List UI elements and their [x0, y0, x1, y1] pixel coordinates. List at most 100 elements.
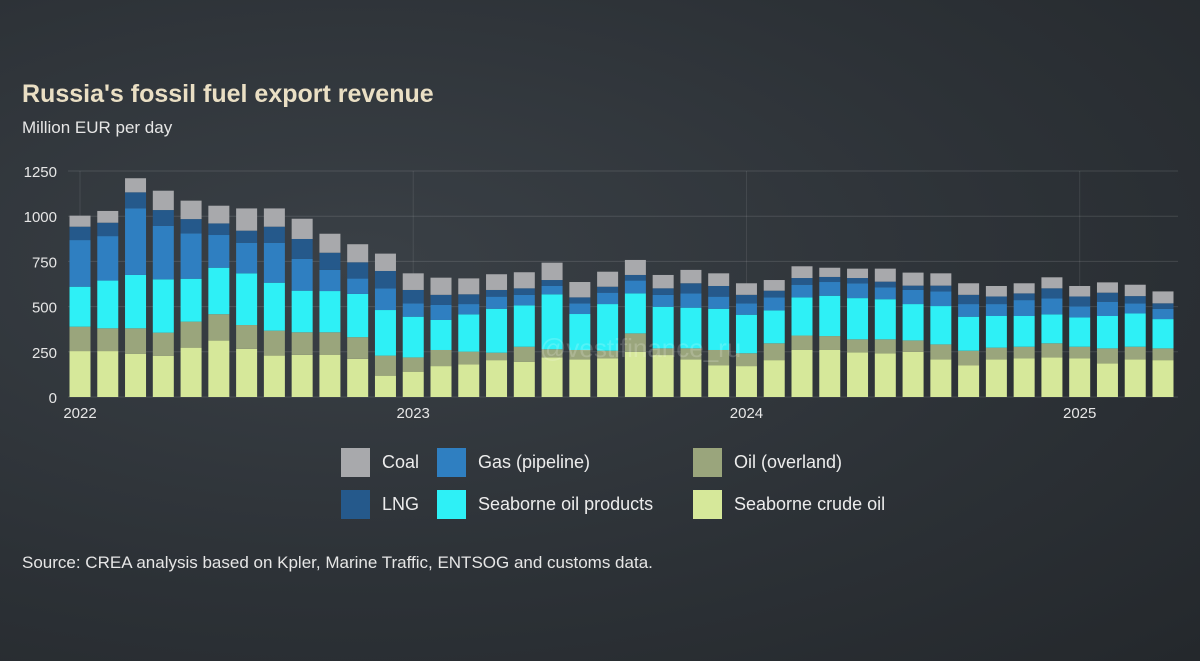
bar-segment-seaborne-crude-oil: [624, 351, 646, 397]
bar-segment-lng: [958, 294, 980, 305]
bar-segment-oil-overland: [513, 346, 535, 362]
bar-segment-seaborne-oil-products: [1152, 319, 1174, 349]
bar-segment-coal: [152, 190, 174, 211]
bar-segment-oil-overland: [1013, 346, 1035, 359]
bar-segment-coal: [402, 273, 424, 290]
bar-segment-seaborne-oil-products: [985, 316, 1007, 348]
bar-segment-seaborne-crude-oil: [763, 360, 785, 397]
bar-segment-gas-pipeline: [263, 242, 285, 283]
bar-segment-seaborne-crude-oil: [125, 353, 147, 397]
bar-segment-gas-pipeline: [1013, 300, 1035, 317]
bar-segment-gas-pipeline: [847, 283, 869, 299]
bar-segment-coal: [125, 178, 147, 193]
bar-segment-coal: [347, 244, 369, 263]
legend-gas-pipeline: Gas (pipeline): [437, 448, 590, 477]
bar-segment-gas-pipeline: [208, 235, 230, 268]
bar-segment-lng: [624, 274, 646, 281]
bar-segment-seaborne-oil-products: [763, 310, 785, 344]
bar-segment-gas-pipeline: [180, 233, 202, 279]
bar-segment-gas-pipeline: [791, 284, 813, 298]
bar-segment-seaborne-crude-oil: [597, 358, 619, 397]
bar-segment-gas-pipeline: [1096, 301, 1118, 317]
bar-segment-coal: [374, 253, 396, 271]
bar-segment-oil-overland: [1069, 346, 1091, 359]
bar-segment-oil-overland: [347, 337, 369, 359]
bar-segment-coal: [763, 280, 785, 291]
bar-segment-seaborne-oil-products: [819, 295, 841, 337]
bar-segment-oil-overland: [624, 333, 646, 352]
bar-segment-oil-overland: [1124, 346, 1146, 360]
bar-segment-seaborne-oil-products: [597, 304, 619, 351]
bar-segment-lng: [1041, 288, 1063, 299]
bar-segment-gas-pipeline: [236, 242, 258, 274]
bar-segment-gas-pipeline: [291, 258, 313, 291]
bar-segment-seaborne-oil-products: [847, 298, 869, 340]
bar-segment-coal: [597, 271, 619, 287]
bar-segment-coal: [263, 208, 285, 227]
bar-segment-oil-overland: [319, 332, 341, 355]
bar-segment-gas-pipeline: [402, 303, 424, 317]
bar-segment-coal: [735, 283, 757, 295]
bar-segment-gas-pipeline: [374, 288, 396, 311]
bar-segment-lng: [97, 222, 119, 237]
bar-segment-lng: [819, 276, 841, 283]
bar-segment-gas-pipeline: [874, 287, 896, 300]
bar-segment-gas-pipeline: [1152, 308, 1174, 320]
bar-segment-coal: [930, 273, 952, 286]
bar-segment-seaborne-crude-oil: [930, 359, 952, 397]
bar-segment-seaborne-crude-oil: [458, 364, 480, 397]
bar-segment-gas-pipeline: [569, 303, 591, 315]
bar-segment-lng: [902, 285, 924, 290]
bar-segment-gas-pipeline: [1069, 306, 1091, 318]
bar-segment-coal: [874, 268, 896, 282]
y-tick-label: 1000: [24, 209, 57, 226]
bar-segment-seaborne-oil-products: [152, 279, 174, 333]
bar-segment-lng: [513, 288, 535, 295]
bar-segment-seaborne-crude-oil: [402, 371, 424, 397]
bar-segment-oil-overland: [1096, 348, 1118, 364]
bar-segment-seaborne-oil-products: [735, 314, 757, 354]
bar-segment-coal: [1069, 285, 1091, 297]
bar-segment-oil-overland: [930, 344, 952, 360]
bar-segment-gas-pipeline: [1041, 298, 1063, 315]
bar-segment-seaborne-oil-products: [1096, 316, 1118, 349]
bar-segment-lng: [180, 219, 202, 234]
bar-segment-seaborne-oil-products: [263, 282, 285, 331]
bar-segment-seaborne-crude-oil: [985, 359, 1007, 397]
bar-segment-seaborne-oil-products: [902, 304, 924, 341]
bar-segment-oil-overland: [180, 321, 202, 348]
bar-segment-seaborne-crude-oil: [1041, 357, 1063, 397]
bar-segment-seaborne-oil-products: [208, 267, 230, 315]
bar-segment-oil-overland: [902, 340, 924, 352]
bar-segment-lng: [1069, 296, 1091, 307]
bar-segment-lng: [985, 296, 1007, 305]
bar-segment-gas-pipeline: [652, 294, 674, 307]
bar-segment-seaborne-crude-oil: [97, 351, 119, 397]
y-tick-label: 0: [49, 390, 57, 407]
bar-segment-lng: [597, 286, 619, 293]
bar-segment-oil-overland: [374, 355, 396, 376]
bar-segment-oil-overland: [402, 357, 424, 372]
bar-segment-gas-pipeline: [513, 294, 535, 306]
bar-segment-seaborne-oil-products: [1041, 314, 1063, 344]
bar-segment-seaborne-crude-oil: [652, 355, 674, 397]
bar-segment-gas-pipeline: [930, 291, 952, 307]
bar-segment-seaborne-crude-oil: [902, 351, 924, 397]
bar-segment-seaborne-oil-products: [680, 307, 702, 349]
bar-segment-seaborne-oil-products: [402, 316, 424, 358]
bar-segment-gas-pipeline: [985, 304, 1007, 317]
bar-segment-gas-pipeline: [763, 297, 785, 311]
bar-segment-lng: [847, 278, 869, 284]
bar-segment-coal: [847, 268, 869, 279]
bar-segment-lng: [402, 289, 424, 304]
bar-segment-gas-pipeline: [97, 236, 119, 281]
bar-segment-coal: [1013, 283, 1035, 294]
bar-segment-seaborne-oil-products: [1013, 316, 1035, 347]
bar-segment-lng: [652, 288, 674, 295]
bar-segment-seaborne-oil-products: [1124, 313, 1146, 347]
bar-segment-coal: [624, 259, 646, 275]
bar-segment-seaborne-oil-products: [347, 293, 369, 338]
x-tick-label: 2023: [397, 405, 430, 422]
bar-segment-coal: [208, 205, 230, 224]
bar-segment-gas-pipeline: [819, 282, 841, 296]
